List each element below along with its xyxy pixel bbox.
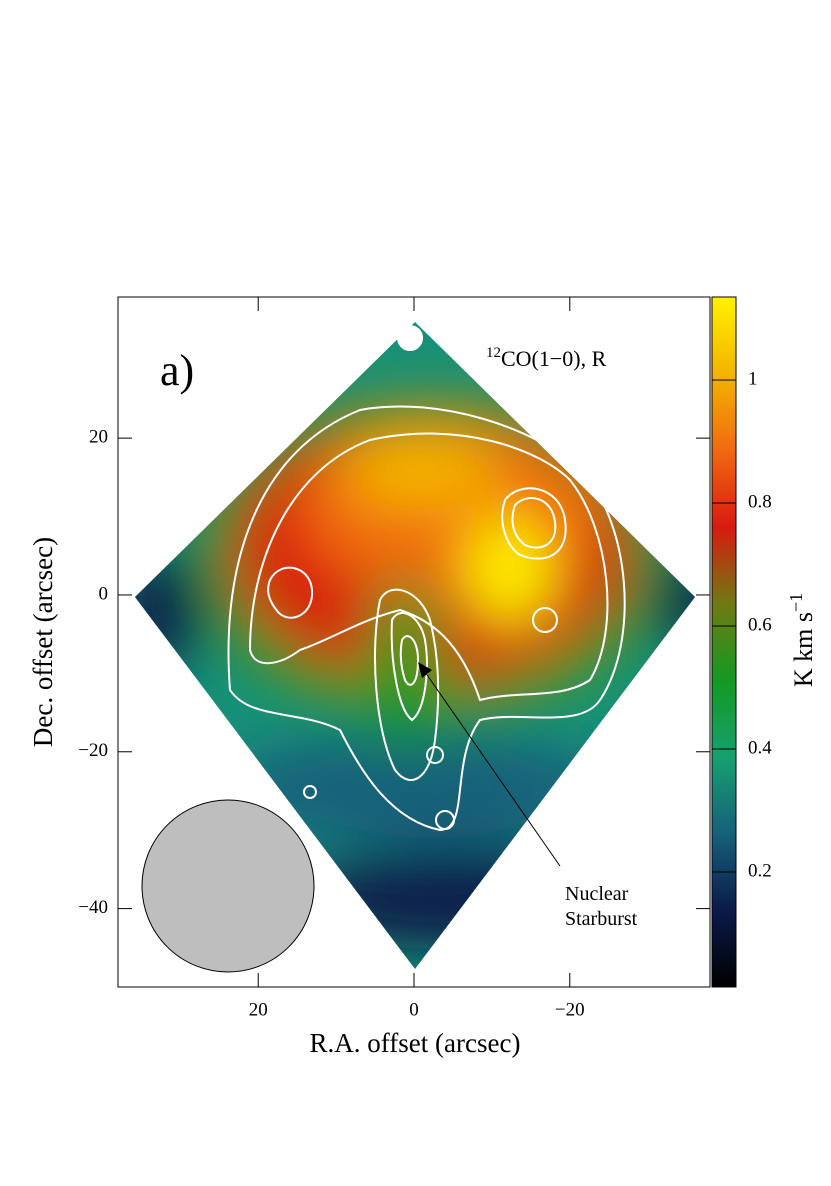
beam <box>141 799 315 973</box>
y-tick-label: 20 <box>89 426 108 447</box>
map-label: 12CO(1−0), R <box>486 345 607 371</box>
colorbar-tick-label: 0.8 <box>748 491 772 512</box>
colorbar-tick-label: 0.6 <box>748 614 772 635</box>
annotation-text: Starburst <box>565 908 638 930</box>
map-label-sup: 12 <box>486 345 501 361</box>
contours <box>227 325 626 832</box>
y-tick-label: −20 <box>78 740 108 761</box>
colorbar-tick-label: 1 <box>748 368 758 389</box>
x-axis-label: R.A. offset (arcsec) <box>310 1028 521 1058</box>
map-label-main: CO(1−0), R <box>501 346 607 371</box>
colorbar-label-main: K km s <box>789 612 818 687</box>
colorbar-label-sup: −1 <box>786 593 806 612</box>
colorbar-tick-label: 0.2 <box>748 860 772 881</box>
y-tick-label: 0 <box>99 583 109 604</box>
x-tick-label: 0 <box>409 999 419 1020</box>
panel-label: a) <box>160 346 194 395</box>
y-tick-label: −40 <box>78 897 108 918</box>
x-tick-label: −20 <box>555 999 585 1020</box>
colorbar <box>711 296 737 988</box>
x-tick-label: 20 <box>249 999 268 1020</box>
annotation-text: Nuclear <box>565 883 629 905</box>
y-axis-label: Dec. offset (arcsec) <box>28 537 58 747</box>
annotation-arrow <box>424 671 561 867</box>
colorbar-label: K km s−1 <box>786 593 818 687</box>
arrow-head <box>418 662 432 678</box>
colorbar-tick-label: 0.4 <box>748 737 772 758</box>
